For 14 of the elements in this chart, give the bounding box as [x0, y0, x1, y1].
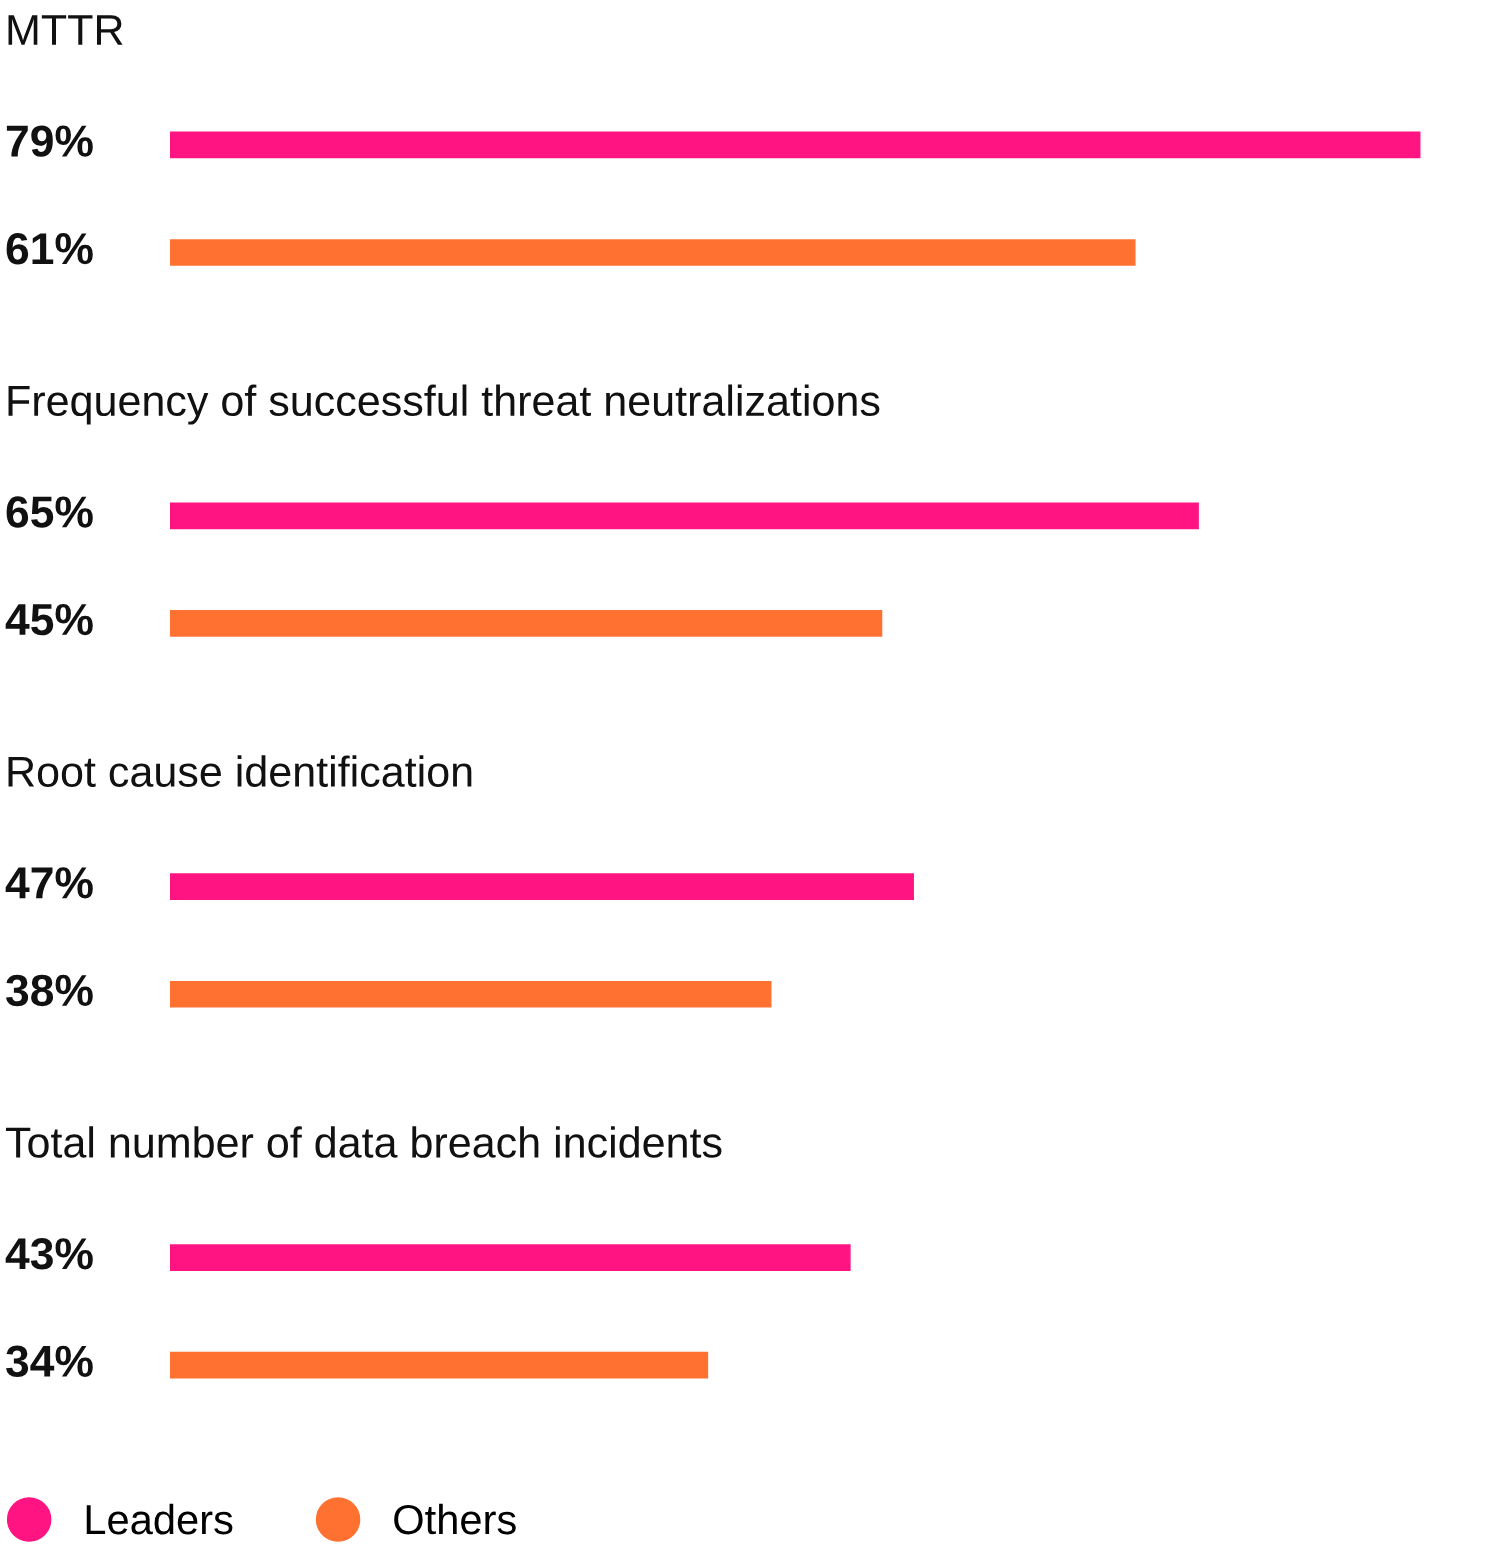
data-label: 45%	[5, 603, 93, 636]
data-label: 47%	[5, 867, 93, 899]
y-tick-label: Root cause identification	[8, 755, 472, 787]
data-label: 34%	[6, 1345, 93, 1378]
data-label: 65%	[6, 496, 93, 528]
legend-label: Leaders	[86, 1503, 233, 1535]
data-label: 79%	[6, 125, 93, 157]
y-tick-label: Total number of data breach incidents	[5, 1126, 722, 1158]
y-tick-label: Frequency of successful threat neutralizations	[8, 384, 880, 425]
y-tick-label: MTTR	[8, 15, 123, 45]
data-label: 38%	[6, 974, 93, 1007]
legend-label: Others	[394, 1503, 516, 1535]
data-label: 61%	[6, 232, 93, 265]
data-label: 43%	[5, 1238, 93, 1270]
